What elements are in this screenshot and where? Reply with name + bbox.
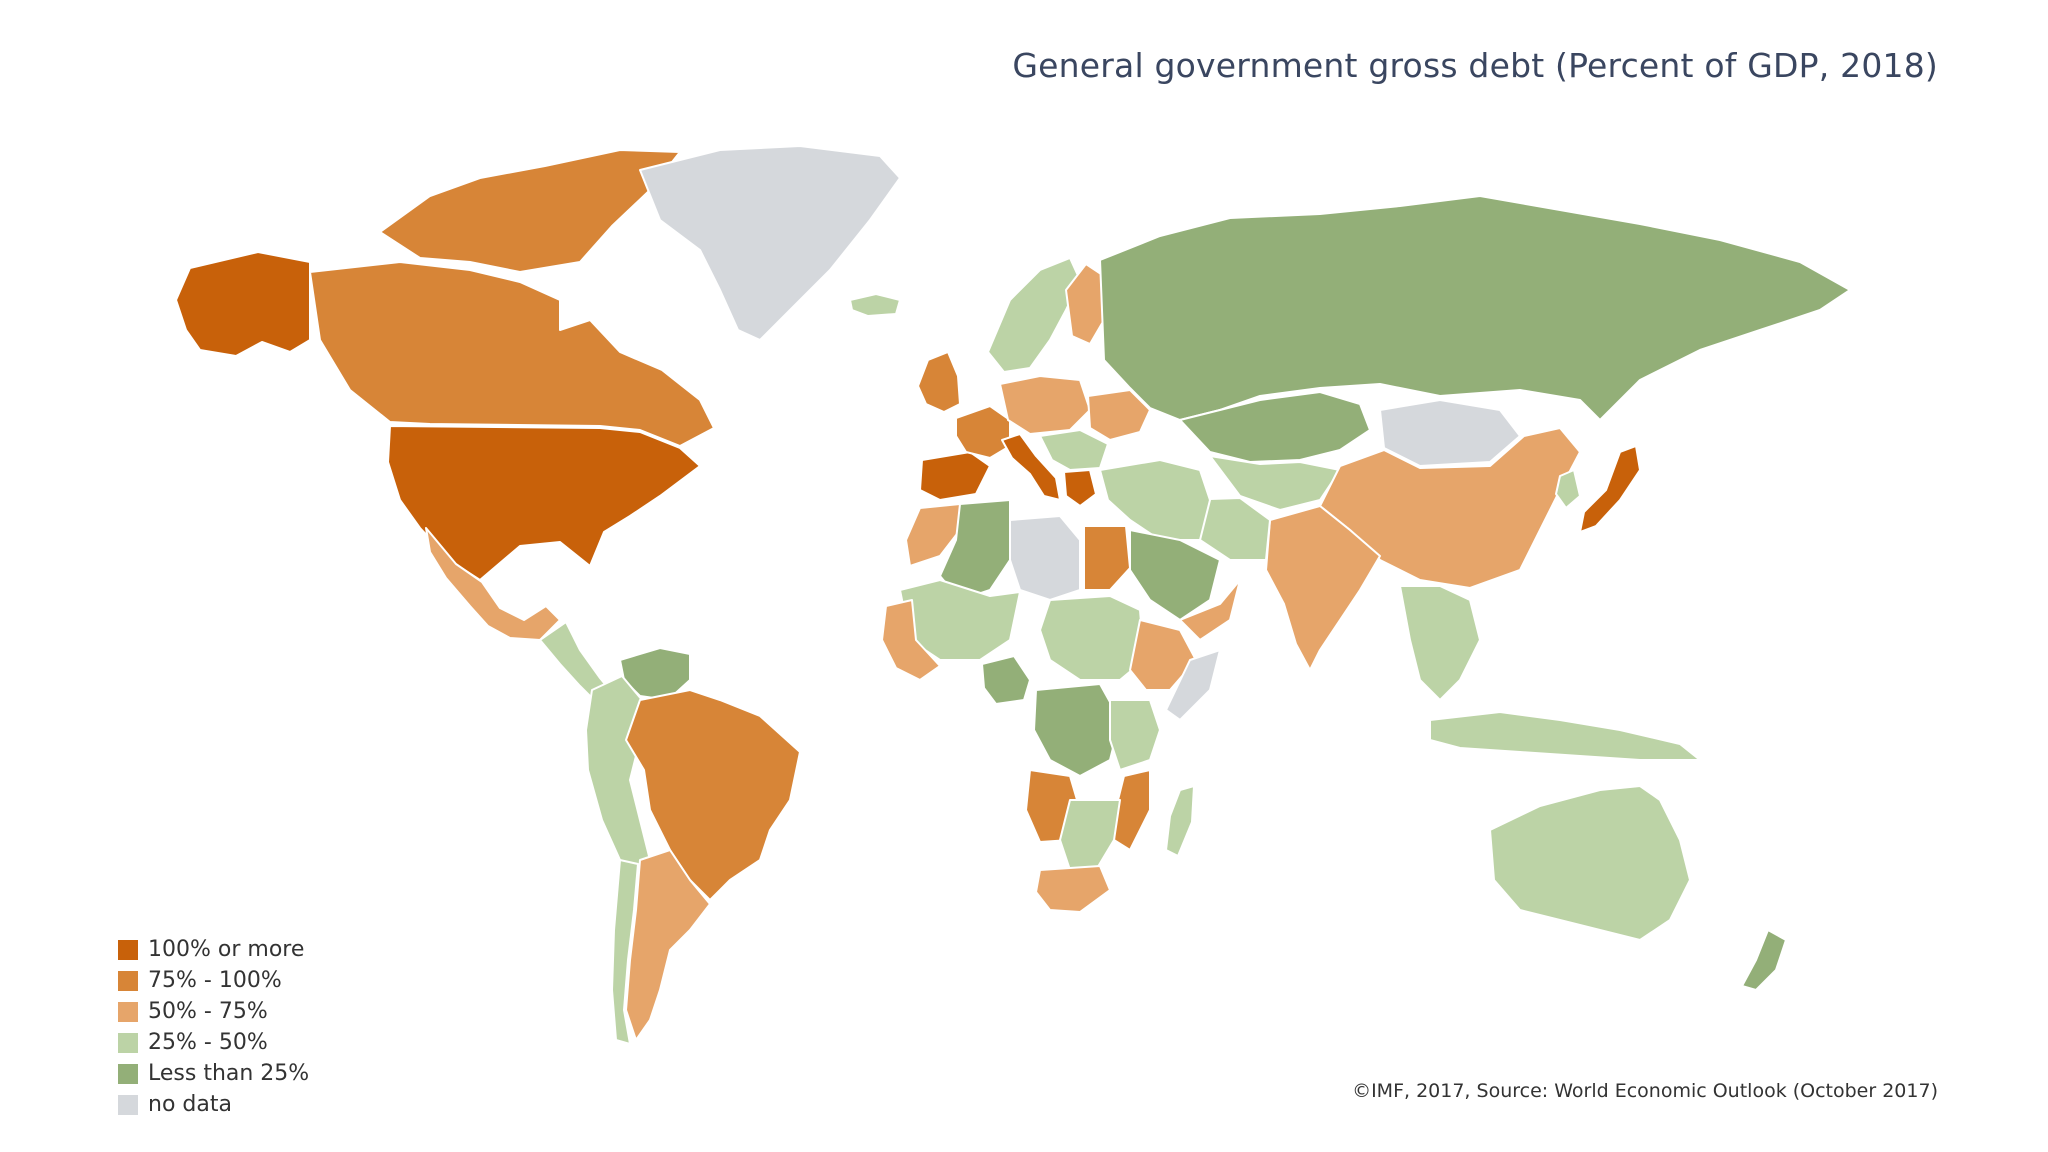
region-france[interactable]: [955, 405, 1011, 459]
map-title: General government gross debt (Percent o…: [1012, 46, 1938, 85]
region-congo[interactable]: [1033, 683, 1121, 777]
legend-label: 75% - 100%: [148, 968, 282, 993]
region-east-africa[interactable]: [1109, 699, 1161, 771]
legend-item-25-50: 25% - 50%: [118, 1027, 309, 1058]
region-libya[interactable]: [1009, 515, 1081, 601]
region-canada[interactable]: [309, 261, 715, 447]
region-madagascar[interactable]: [1165, 785, 1195, 857]
region-brazil[interactable]: [625, 689, 801, 901]
legend-item-75-100: 75% - 100%: [118, 965, 309, 996]
region-uk-ireland[interactable]: [917, 351, 961, 413]
legend-item-no-data: no data: [118, 1089, 309, 1120]
legend-item-100-plus: 100% or more: [118, 934, 309, 965]
region-russia[interactable]: [1099, 195, 1851, 421]
legend-label: Less than 25%: [148, 1061, 310, 1086]
region-new-zealand[interactable]: [1741, 929, 1787, 991]
legend-swatch: [118, 939, 138, 960]
region-west-africa[interactable]: [881, 599, 941, 681]
legend-swatch: [118, 1094, 138, 1115]
region-middle-east[interactable]: [1099, 459, 1211, 541]
region-greece[interactable]: [1063, 469, 1097, 507]
region-southeast-asia[interactable]: [1399, 585, 1481, 701]
region-japan[interactable]: [1579, 445, 1641, 533]
region-alaska[interactable]: [175, 251, 311, 357]
region-greenland[interactable]: [639, 145, 901, 341]
legend-label: 100% or more: [148, 937, 305, 962]
legend-label: no data: [148, 1092, 232, 1117]
region-egypt[interactable]: [1083, 525, 1131, 591]
region-nigeria[interactable]: [981, 655, 1031, 705]
legend: 100% or more 75% - 100% 50% - 75% 25% - …: [118, 934, 309, 1120]
region-usa[interactable]: [387, 425, 701, 581]
region-indonesia[interactable]: [1429, 711, 1701, 761]
region-yemen-oman[interactable]: [1179, 579, 1241, 641]
legend-swatch: [118, 1032, 138, 1053]
region-mexico[interactable]: [425, 527, 561, 641]
source-credit: ©IMF, 2017, Source: World Economic Outlo…: [1352, 1080, 1938, 1102]
legend-item-50-75: 50% - 75%: [118, 996, 309, 1027]
region-saudi-arabia[interactable]: [1129, 529, 1221, 621]
region-horn-of-africa[interactable]: [1129, 619, 1197, 691]
legend-swatch: [118, 970, 138, 991]
region-iberia[interactable]: [919, 451, 991, 501]
region-india[interactable]: [1265, 505, 1381, 671]
region-korea[interactable]: [1555, 469, 1581, 509]
region-argentina[interactable]: [625, 849, 711, 1041]
region-italy[interactable]: [1001, 433, 1061, 501]
legend-item-less-25: Less than 25%: [118, 1058, 309, 1089]
region-chad-sudan[interactable]: [1039, 595, 1145, 681]
region-kazakhstan[interactable]: [1179, 391, 1371, 463]
legend-swatch: [118, 1063, 138, 1084]
region-ukraine[interactable]: [1087, 389, 1151, 441]
legend-label: 50% - 75%: [148, 999, 268, 1024]
region-central-europe[interactable]: [999, 375, 1091, 435]
region-somalia[interactable]: [1165, 649, 1221, 721]
region-balkans[interactable]: [1039, 429, 1109, 471]
region-chile[interactable]: [611, 859, 639, 1045]
region-southern-africa[interactable]: [1059, 799, 1121, 871]
region-australia[interactable]: [1489, 785, 1691, 941]
legend-label: 25% - 50%: [148, 1030, 268, 1055]
region-south-africa[interactable]: [1035, 865, 1111, 913]
region-canada-arctic[interactable]: [379, 149, 681, 273]
region-mongolia[interactable]: [1379, 399, 1521, 467]
region-scandinavia[interactable]: [987, 257, 1081, 373]
legend-swatch: [118, 1001, 138, 1022]
region-iceland[interactable]: [849, 293, 901, 317]
